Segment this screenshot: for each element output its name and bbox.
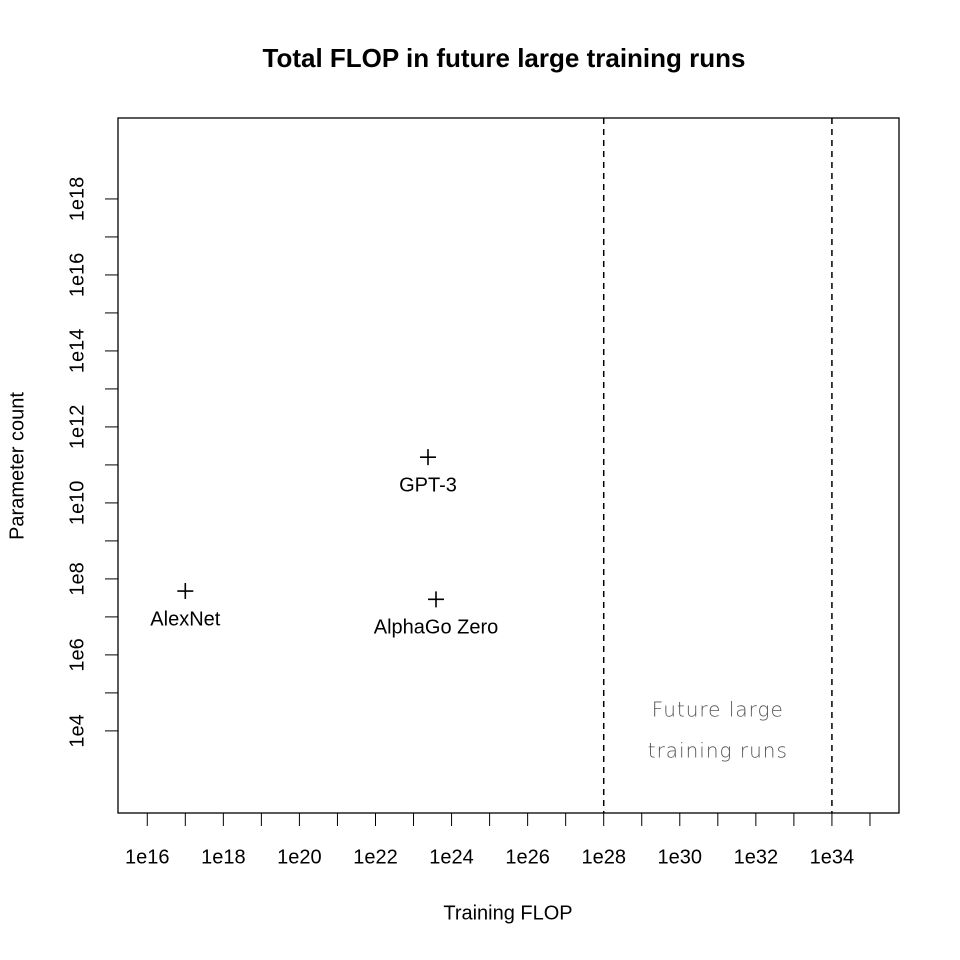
chart-title: Total FLOP in future large training runs [263, 43, 746, 73]
annotation: training runs [648, 739, 788, 763]
x-tick-label: 1e24 [429, 846, 474, 868]
annotation: Future large [652, 698, 784, 722]
x-axis-label: Training FLOP [443, 902, 572, 924]
x-tick-label: 1e16 [125, 846, 170, 868]
x-tick-label: 1e28 [581, 846, 626, 868]
x-tick-label: 1e32 [734, 846, 779, 868]
plot-frame [117, 117, 900, 814]
point-label: AlexNet [150, 608, 220, 630]
y-tick-label: 1e16 [66, 253, 88, 298]
y-tick-label: 1e12 [66, 405, 88, 450]
y-axis-label: Parameter count [6, 392, 28, 540]
x-tick-label: 1e22 [353, 846, 398, 868]
y-tick-label: 1e6 [66, 638, 88, 671]
y-tick-label: 1e18 [66, 177, 88, 222]
y-tick-label: 1e4 [66, 714, 88, 747]
point [177, 583, 194, 600]
x-tick-label: 1e26 [505, 846, 550, 868]
y-tick-label: 1e8 [66, 562, 88, 595]
x-tick-label: 1e20 [277, 846, 322, 868]
x-tick-label: 1e34 [810, 846, 855, 868]
point [428, 591, 445, 608]
x-tick-label: 1e18 [201, 846, 246, 868]
point-label: AlphaGo Zero [374, 617, 499, 639]
point-label: GPT-3 [399, 474, 457, 496]
y-tick-label: 1e10 [66, 481, 88, 526]
x-tick-label: 1e30 [658, 846, 703, 868]
point [419, 449, 436, 466]
y-tick-label: 1e14 [66, 329, 88, 374]
